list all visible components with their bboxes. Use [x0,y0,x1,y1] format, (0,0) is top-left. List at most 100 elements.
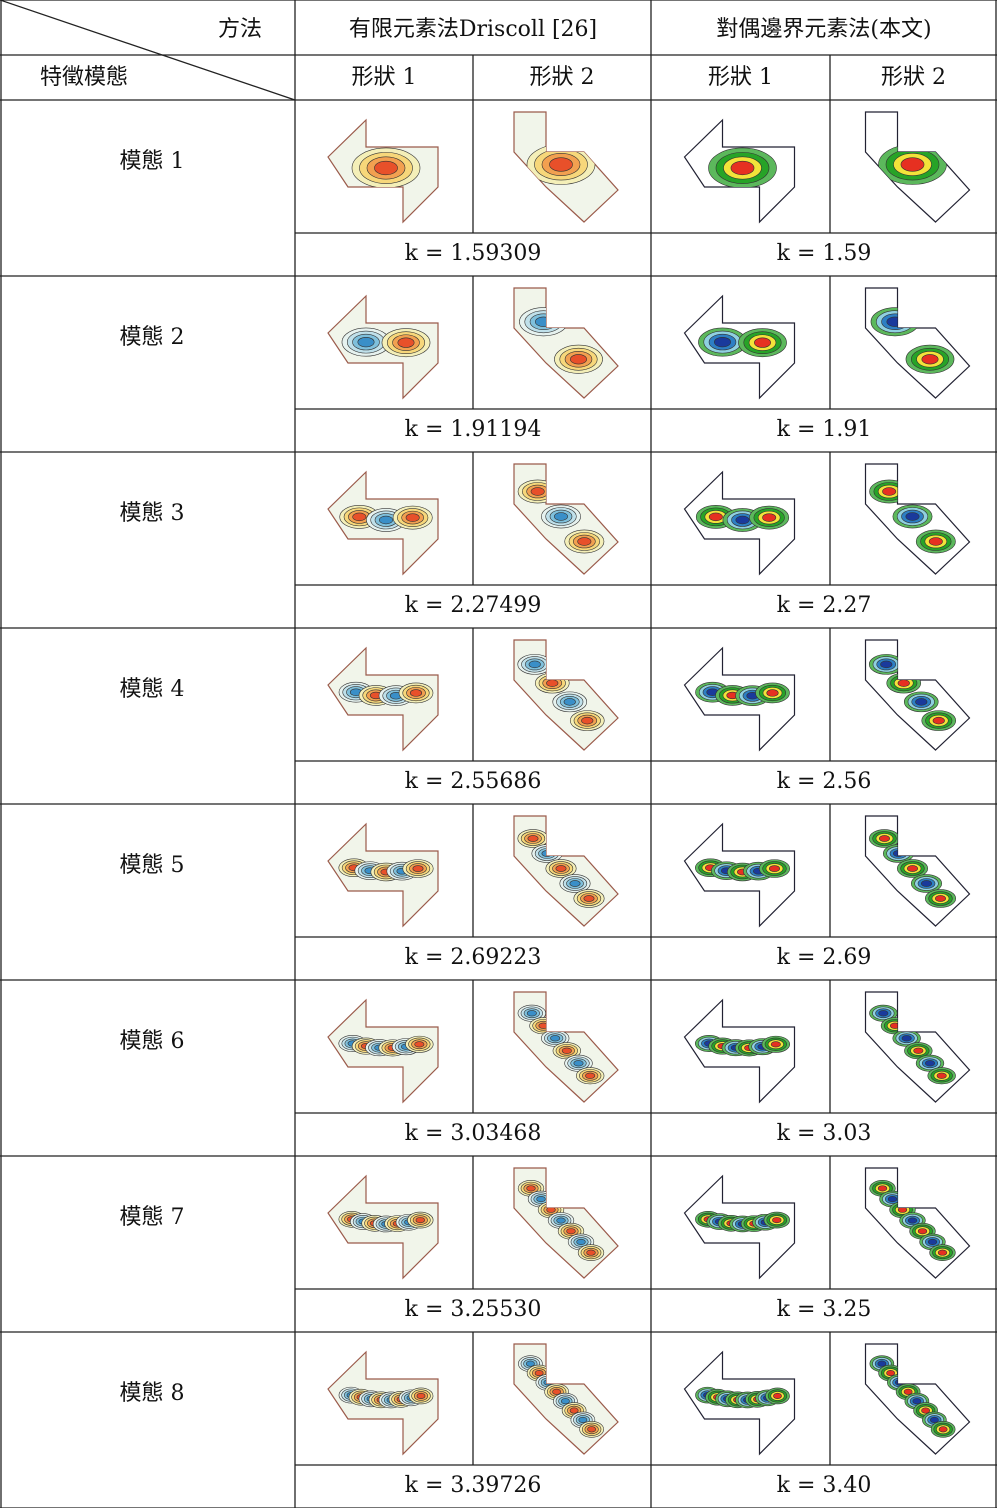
contour [908,1218,917,1223]
contours [696,505,789,531]
k-value: k = 2.27 [777,593,872,618]
contour [933,717,945,724]
k-value: k = 3.25 [777,1297,872,1322]
contour [527,1010,536,1016]
contour [762,514,775,522]
contour [537,1196,546,1201]
contour [736,516,749,524]
k-value: k = 1.59309 [405,241,542,266]
contour [772,1217,781,1222]
contour [709,513,722,521]
contour [937,1073,946,1079]
contour [906,513,919,521]
k-value: k = 1.91194 [405,417,542,442]
contour [578,538,591,546]
contour [353,513,366,521]
header-method: 方法 [218,17,262,42]
mode-label: 模態 5 [120,853,185,878]
contour [890,1023,899,1029]
mode-shape-image [328,824,438,926]
mode-shape-image [685,1000,795,1102]
mode-shape-image [514,816,618,926]
k-value: k = 2.56 [777,769,872,794]
contour [556,865,566,871]
contour [878,1186,887,1191]
contour [771,1042,780,1048]
contour [902,1035,911,1041]
contour [539,1023,548,1029]
mode-shape-image [328,120,438,222]
contour [564,698,576,705]
header-shape: 形狀 1 [708,65,773,90]
contour [410,690,422,697]
header-shape: 形狀 2 [881,65,946,90]
mode-label: 模態 1 [120,149,185,174]
header-shape: 形狀 2 [530,65,595,90]
contour [406,514,419,522]
contour [754,338,770,348]
contour [882,488,895,496]
contour [538,848,555,858]
contour [930,1417,938,1422]
k-value: k = 2.69223 [405,945,542,970]
contour [527,1186,536,1191]
mode-label: 模態 6 [120,1029,185,1054]
mode-shape-image [866,640,970,750]
contours [340,505,433,531]
contour [888,1196,897,1201]
k-value: k = 3.03468 [405,1121,542,1146]
domain [866,288,970,398]
k-value: k = 1.91 [777,417,872,442]
contour [880,661,892,668]
mode-label: 模態 4 [120,677,185,702]
k-value: k = 3.03 [777,1121,872,1146]
header-bem: 對偶邊界元素法(本文) [716,17,931,42]
contour [549,158,572,172]
contour [769,866,779,872]
mode-shape-image [685,648,795,750]
domain [514,288,618,398]
mode-shape-image [685,296,795,398]
contour [413,866,423,872]
mode-shape-image [514,464,618,574]
contour [922,354,938,364]
k-value: k = 2.69 [777,945,872,970]
contour [570,354,586,364]
mode-shape-image [685,472,795,574]
contour [588,1427,596,1432]
contour [585,1073,594,1079]
contour [913,1398,921,1403]
contour [529,661,541,668]
mode-shape-image [514,992,618,1102]
contour [929,538,942,546]
contour [887,1370,895,1375]
contour [562,1048,571,1054]
contour [773,1393,781,1398]
contour [890,848,907,858]
mode-shape-image [328,296,438,398]
contour [374,161,397,175]
contour [587,1250,596,1255]
contour [553,1389,561,1394]
contour [535,317,551,327]
contour [561,1398,569,1403]
contours [527,145,595,185]
mode-shape-image [866,992,970,1102]
contour [554,513,567,521]
contour [535,1370,543,1375]
contour [544,1380,552,1385]
header-fem: 有限元素法Driscoll [26] [349,17,597,42]
mode-shape-image [685,120,795,222]
contour [922,1408,930,1413]
contour [579,1417,587,1422]
contour [878,1361,886,1366]
k-value: k = 1.59 [777,241,872,266]
mode-shape-image [514,1344,618,1454]
contour [918,1228,927,1233]
contour [914,1048,923,1054]
mode-label: 模態 3 [120,501,185,526]
contour [921,880,931,886]
contour [928,1239,937,1244]
mode-shape-image [866,1344,970,1454]
mode-shape-image [866,112,970,222]
